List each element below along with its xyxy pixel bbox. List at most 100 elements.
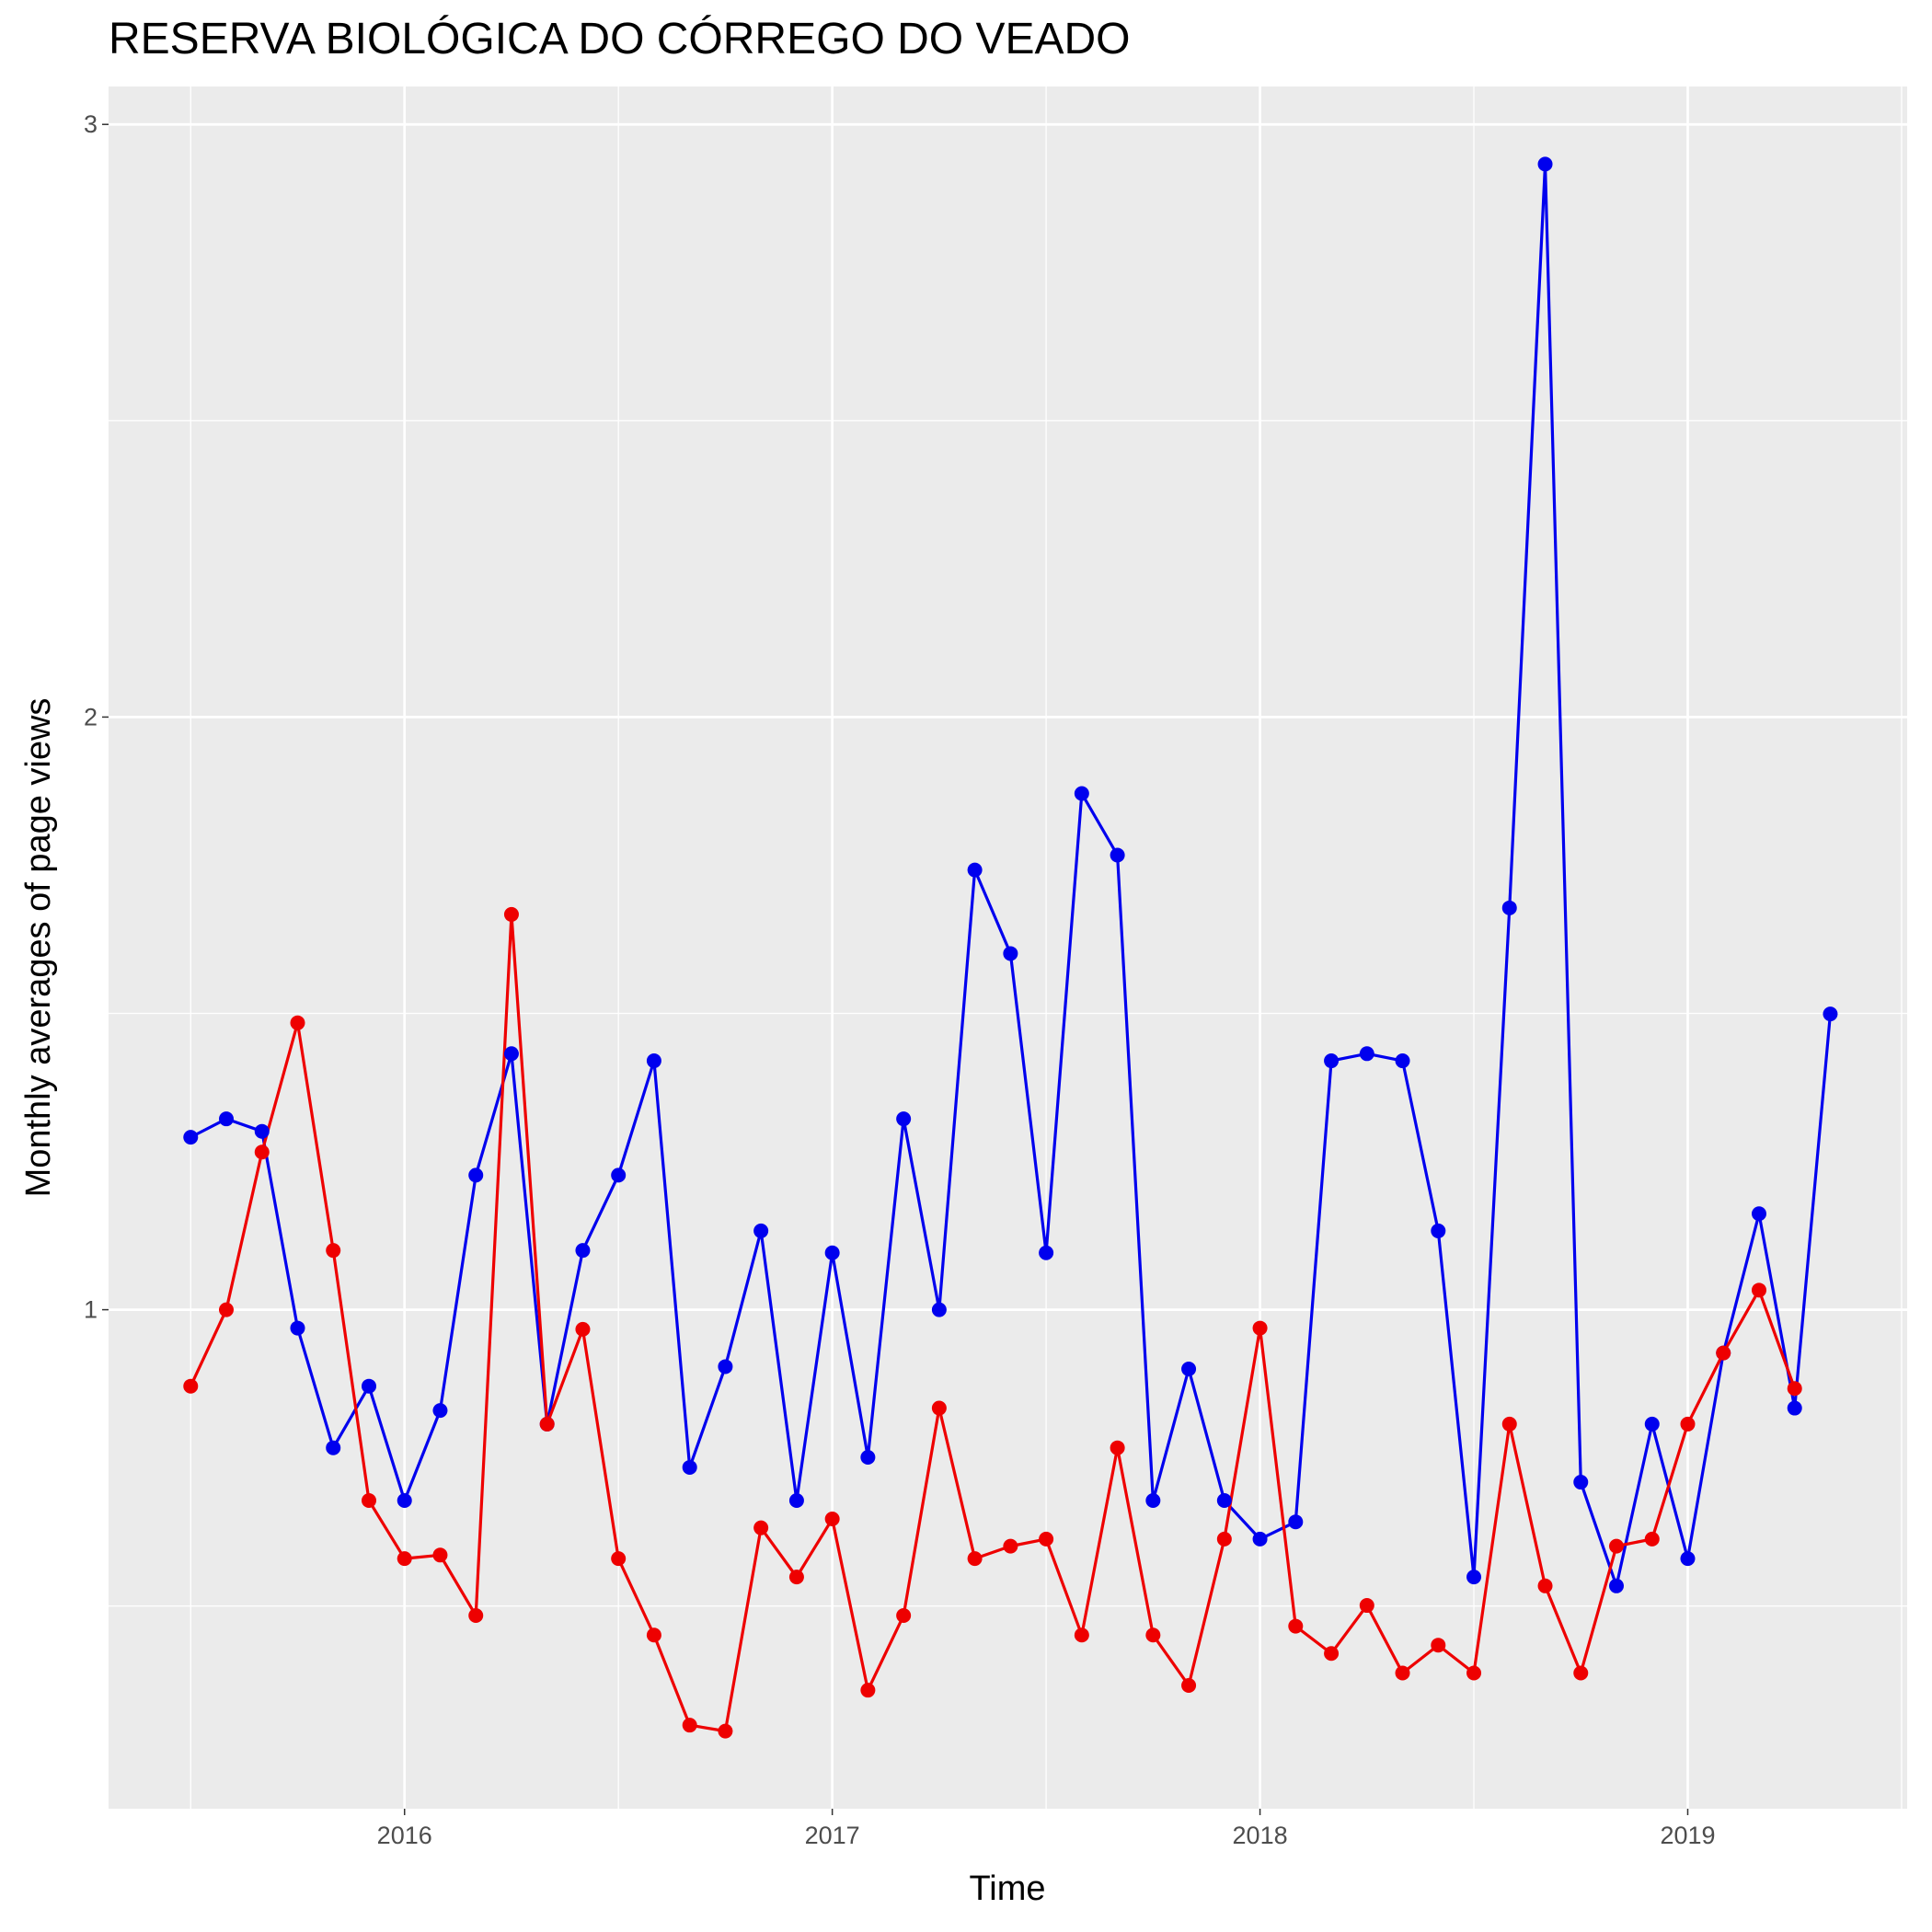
data-point xyxy=(1573,1665,1589,1681)
data-point xyxy=(718,1359,733,1374)
x-axis-title: Time xyxy=(969,1869,1045,1908)
data-point xyxy=(326,1440,341,1455)
data-point xyxy=(254,1123,270,1139)
data-point xyxy=(1751,1282,1766,1298)
data-point xyxy=(753,1520,769,1535)
data-point xyxy=(896,1111,912,1127)
data-point xyxy=(1074,786,1089,801)
data-point xyxy=(539,1416,555,1432)
data-point xyxy=(824,1245,840,1260)
data-point xyxy=(646,1627,661,1643)
data-point xyxy=(1395,1053,1410,1069)
y-tick-label: 1 xyxy=(84,1296,98,1324)
y-tick-label: 2 xyxy=(84,703,98,730)
data-point xyxy=(1608,1538,1624,1554)
data-point xyxy=(1680,1551,1696,1567)
data-point xyxy=(1324,1646,1340,1662)
data-point xyxy=(788,1570,804,1585)
data-point xyxy=(218,1302,234,1317)
data-point xyxy=(361,1378,376,1394)
data-point xyxy=(1537,1578,1553,1593)
data-point xyxy=(361,1493,376,1509)
y-tick-label: 3 xyxy=(84,110,98,138)
data-point xyxy=(326,1243,341,1259)
chart-title: RESERVA BIOLÓGICA DO CÓRREGO DO VEADO xyxy=(109,14,1131,63)
data-point xyxy=(1608,1578,1624,1593)
data-point xyxy=(967,862,983,878)
data-point xyxy=(290,1015,305,1030)
data-point xyxy=(931,1400,947,1416)
data-point xyxy=(1216,1531,1232,1547)
data-point xyxy=(432,1403,448,1419)
data-point xyxy=(931,1302,947,1317)
data-point xyxy=(1716,1345,1731,1361)
data-point xyxy=(1431,1223,1446,1238)
data-point xyxy=(575,1243,591,1259)
data-point xyxy=(183,1378,199,1394)
data-point xyxy=(1431,1638,1446,1653)
data-point xyxy=(1501,900,1517,915)
data-point xyxy=(788,1493,804,1509)
data-point xyxy=(646,1053,661,1069)
data-point xyxy=(896,1607,912,1623)
x-tick-label: 2019 xyxy=(1660,1822,1715,1849)
data-point xyxy=(1288,1514,1304,1530)
data-point xyxy=(1644,1416,1660,1432)
data-point xyxy=(1823,1006,1838,1022)
x-tick-label: 2018 xyxy=(1233,1822,1288,1849)
data-point xyxy=(682,1459,697,1475)
data-point xyxy=(1110,847,1125,863)
data-point xyxy=(718,1723,733,1739)
data-point xyxy=(503,906,519,922)
data-point xyxy=(1145,1627,1161,1643)
data-point xyxy=(503,1046,519,1062)
data-point xyxy=(183,1130,199,1145)
data-point xyxy=(218,1111,234,1127)
data-point xyxy=(1252,1531,1268,1547)
data-point xyxy=(824,1511,840,1526)
x-tick-label: 2017 xyxy=(805,1822,860,1849)
data-point xyxy=(967,1551,983,1567)
data-point xyxy=(1395,1665,1410,1681)
data-point xyxy=(575,1321,591,1337)
data-point xyxy=(290,1320,305,1336)
data-point xyxy=(1181,1678,1197,1694)
series-line xyxy=(189,913,1797,1733)
data-point xyxy=(1787,1381,1802,1397)
data-point xyxy=(1288,1618,1304,1634)
data-point xyxy=(1537,156,1553,172)
data-point xyxy=(1003,946,1018,961)
data-point xyxy=(1003,1538,1018,1554)
data-point xyxy=(1324,1053,1340,1069)
data-point xyxy=(397,1551,412,1567)
data-point xyxy=(1680,1416,1696,1432)
data-point xyxy=(860,1683,876,1698)
data-point xyxy=(1501,1416,1517,1432)
data-point xyxy=(1644,1531,1660,1547)
data-point xyxy=(432,1547,448,1563)
data-point xyxy=(1145,1493,1161,1509)
data-point xyxy=(1359,1046,1374,1062)
data-point xyxy=(468,1607,484,1623)
data-point xyxy=(397,1493,412,1509)
data-point xyxy=(1252,1320,1268,1336)
data-point xyxy=(1074,1627,1089,1643)
data-point xyxy=(1573,1475,1589,1490)
data-point xyxy=(1359,1598,1374,1614)
data-point xyxy=(1466,1570,1482,1585)
data-point xyxy=(468,1167,484,1183)
data-point xyxy=(860,1449,876,1465)
data-point xyxy=(753,1223,769,1238)
data-point xyxy=(682,1718,697,1733)
data-point xyxy=(611,1551,627,1567)
data-point xyxy=(1039,1531,1054,1547)
x-tick-label: 2016 xyxy=(377,1822,432,1849)
data-point xyxy=(1110,1440,1125,1455)
data-point xyxy=(611,1167,627,1183)
y-axis-title: Monthly averages of page views xyxy=(19,698,58,1198)
data-point xyxy=(1216,1493,1232,1509)
data-point xyxy=(1039,1245,1054,1260)
data-point xyxy=(254,1144,270,1160)
data-point xyxy=(1751,1206,1766,1222)
